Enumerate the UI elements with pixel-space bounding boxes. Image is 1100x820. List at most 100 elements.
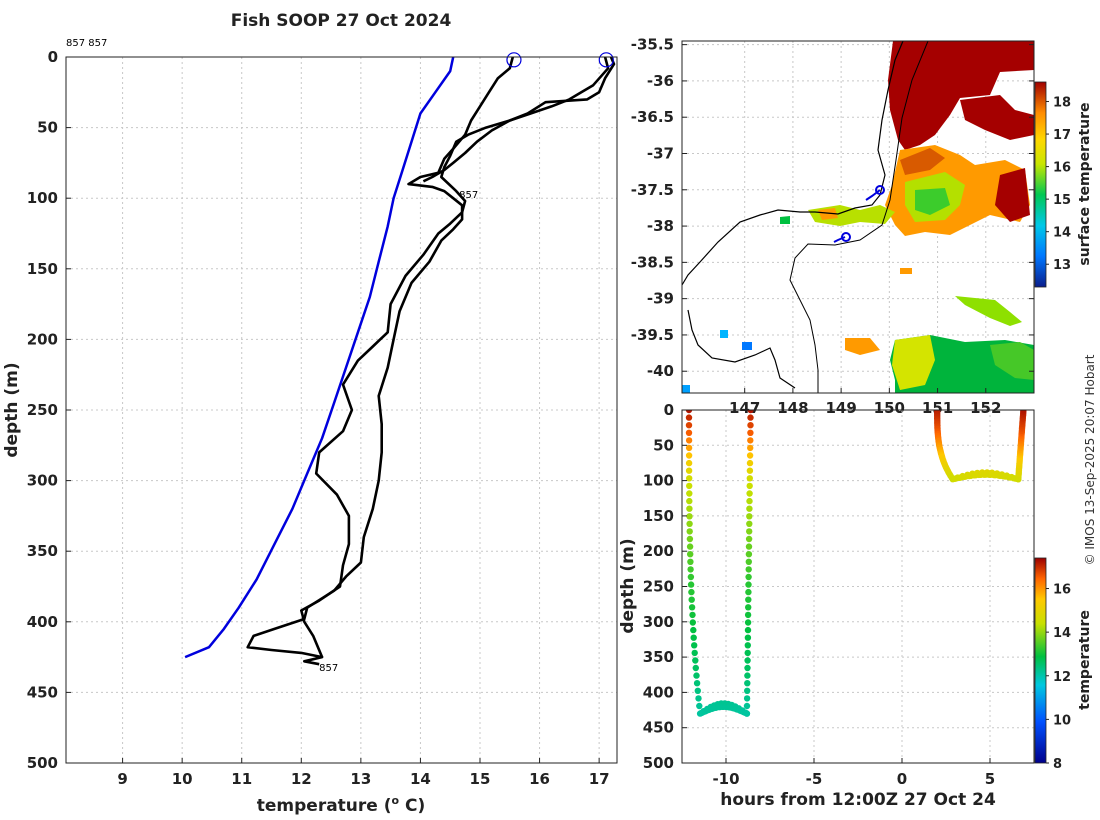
sst-bass-green (780, 216, 790, 224)
cast-1-sample (744, 642, 751, 649)
map-cast-marker-1 (875, 185, 885, 195)
cast-1-sample (693, 680, 701, 687)
td-ytick-label: 50 (653, 436, 674, 454)
sst-field (682, 41, 1034, 393)
cast-1-sample (689, 611, 696, 619)
profile-ytick-label: 50 (37, 119, 58, 137)
cast-1-sample (745, 588, 752, 596)
cast-1-sample (687, 573, 695, 581)
sst-cb-tick-label: 16 (1053, 161, 1071, 176)
time-depth-x-axis-label: hours from 12:00Z 27 Oct 24 (720, 790, 996, 810)
eez-boundary (789, 41, 929, 393)
profile-xtick-label: 12 (291, 770, 312, 788)
sst-warm-patch-east (960, 95, 1034, 140)
cast-1-sample (746, 505, 753, 512)
cast-1-sample (695, 695, 702, 702)
time-depth-y-axis-label: depth (m) (618, 538, 638, 633)
td-ytick-label: 350 (643, 648, 674, 666)
cast-1-sample (744, 680, 751, 687)
map-cast-marker-2 (841, 232, 851, 242)
cast-1-sample (685, 444, 693, 452)
profile-xtick-label: 14 (410, 770, 431, 788)
cast-1-sample (688, 588, 695, 596)
cast-1-sample (686, 505, 693, 512)
cast-1-sample (745, 581, 752, 588)
map-xtick-label: 147 (729, 399, 760, 417)
sst-tas-blue-2 (742, 342, 752, 350)
td-ytick-label: 200 (643, 542, 674, 560)
profile-y-ticks: 0 50 100 150 200 250 300 350 400 450 500 (27, 48, 71, 772)
map-ytick-label: -36.5 (631, 108, 674, 126)
cast-1-sample (743, 702, 751, 710)
profile-ytick-label: 350 (27, 542, 58, 560)
cast-2-sample (1020, 410, 1027, 414)
cast-1-sample (687, 566, 694, 573)
sst-dark-orange (900, 148, 945, 175)
cast-1-sample (745, 558, 752, 565)
cast-1-sample (744, 619, 752, 626)
cast-1-sample (692, 664, 699, 672)
profile-lines-layer (246, 57, 616, 666)
td-xtick-label: 5 (985, 770, 995, 788)
cast-1-sample (746, 520, 753, 527)
cast-1-sample (686, 497, 693, 505)
cast-1-sample (744, 649, 751, 657)
sst-south-green-east (990, 342, 1034, 380)
map-ytick-label: -39 (647, 290, 674, 308)
profile-xtick-label: 13 (350, 770, 371, 788)
td-ytick-label: 500 (643, 754, 674, 772)
sst-speck-1 (900, 268, 912, 274)
surface-marker-2 (598, 52, 614, 68)
temperature-colorbar-ticks: 8 10 12 14 16 (1046, 583, 1071, 772)
profile-header-label: 857 857 (66, 38, 107, 49)
sst-south-orange-patch (845, 338, 880, 355)
cast-1-sample (747, 444, 754, 452)
map-ytick-label: -39.5 (631, 326, 674, 344)
cast-1-sample (744, 634, 752, 641)
temp-cb-tick-label: 8 (1053, 757, 1062, 772)
cast-1-sample (746, 528, 753, 535)
profile-grid (66, 56, 617, 764)
temp-cb-tick-label: 10 (1053, 713, 1071, 728)
map-ytick-label: -37 (647, 144, 674, 162)
cast-1-sample (745, 551, 753, 558)
cast-1-sample (746, 513, 753, 520)
time-depth-panel: -10 -5 0 5 0 50 100 150 200 250 300 350 400 450 500 h… (618, 401, 1093, 810)
profile-series-drop-3 (422, 57, 616, 183)
sst-tas-blue-1 (720, 330, 728, 338)
profile-annotation: 857 (459, 190, 478, 201)
profile-xtick-label: 17 (589, 770, 610, 788)
cast-1-sample (693, 672, 700, 679)
time-depth-y-ticks: 0 50 100 150 200 250 300 350 400 450 500 (643, 401, 687, 772)
sst-cb-tick-label: 18 (1053, 96, 1071, 111)
cast-1-sample (745, 573, 752, 581)
temperature-profile-panel: 857 857 9 10 11 12 13 14 15 16 17 0 50 100 150 200 250… (2, 38, 618, 816)
cast-1-sample (744, 687, 751, 694)
cast-1-sample (686, 482, 693, 490)
cast-1-sample (744, 626, 752, 634)
temp-cb-tick-label: 16 (1053, 583, 1071, 598)
time-depth-x-ticks: -10 -5 0 5 (712, 758, 995, 788)
temp-cb-tick-label: 14 (1053, 626, 1071, 641)
td-xtick-label: 0 (897, 770, 907, 788)
map-x-ticks: 147 148 149 150 151 152 (729, 388, 1001, 417)
cast-1-sample (685, 437, 693, 444)
profile-ytick-label: 200 (27, 330, 58, 348)
cast-1-sample (747, 410, 754, 414)
cast-1-sample (746, 467, 754, 474)
td-ytick-label: 450 (643, 719, 674, 737)
profile-xtick-label: 9 (117, 770, 127, 788)
map-y-ticks: -35.5 -36 -36.5 -37 -37.5 -38 -38.5 -39 -39.5 -40 (631, 36, 1034, 380)
cast-1-sample (686, 490, 693, 497)
profile-ytick-label: 400 (27, 613, 58, 631)
cast-1-sample (685, 414, 693, 421)
sst-green-core (915, 188, 950, 215)
cast-1-sample (687, 581, 695, 588)
cast-1-sample (685, 467, 693, 474)
cast-1-sample (747, 422, 754, 429)
cast-1-sample (685, 422, 693, 429)
cast-1-sample (686, 535, 694, 543)
map-xtick-label: 150 (874, 399, 905, 417)
cast-1-sample (686, 475, 693, 482)
sst-red-east (995, 168, 1030, 222)
